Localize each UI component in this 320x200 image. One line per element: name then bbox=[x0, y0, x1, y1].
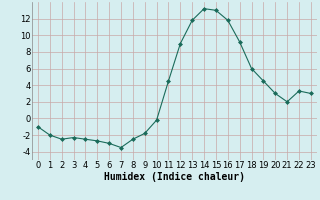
X-axis label: Humidex (Indice chaleur): Humidex (Indice chaleur) bbox=[104, 172, 245, 182]
